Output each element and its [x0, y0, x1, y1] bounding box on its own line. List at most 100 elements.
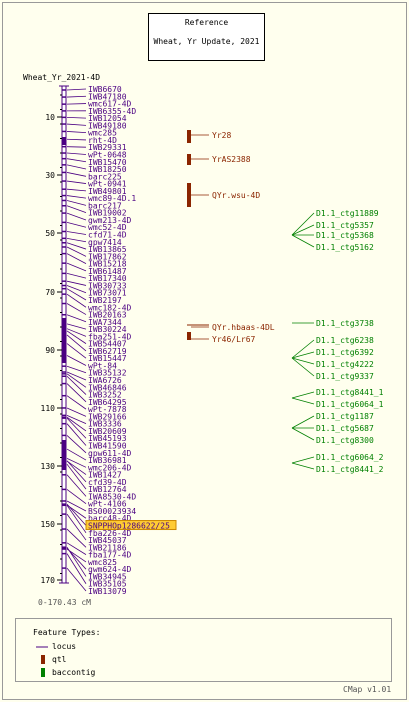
locus-label[interactable]: wPt-7878: [88, 405, 127, 414]
locus-label[interactable]: IWB17340: [88, 274, 127, 283]
qtl-bar[interactable]: [187, 332, 191, 340]
locus-label[interactable]: barc225: [88, 172, 122, 181]
locus-label[interactable]: barc217: [88, 201, 122, 210]
locus-label[interactable]: IWB61487: [88, 267, 127, 276]
locus-label[interactable]: IWB45037: [88, 536, 127, 545]
locus-label[interactable]: IWB3252: [88, 391, 122, 400]
locus-label[interactable]: IWB15470: [88, 158, 127, 167]
locus-label[interactable]: IWA6726: [88, 376, 122, 385]
baccontig-label[interactable]: D1.1_ctg6238: [316, 336, 374, 345]
locus-label[interactable]: IWB6670: [88, 85, 122, 94]
locus-label[interactable]: IWB12764: [88, 485, 127, 494]
locus-label[interactable]: IWB46846: [88, 383, 127, 392]
locus-label[interactable]: SNPPHOp1286622/25: [88, 522, 170, 531]
locus-label[interactable]: wmc825: [88, 558, 117, 567]
locus-label[interactable]: IWB21186: [88, 543, 127, 552]
locus-label[interactable]: IWB36981: [88, 456, 127, 465]
baccontig-label[interactable]: D1.1_ctg1187: [316, 412, 374, 421]
baccontig-label[interactable]: D1.1_ctg11889: [316, 209, 379, 218]
baccontig-label[interactable]: D1.1_ctg5687: [316, 424, 374, 433]
locus-label[interactable]: wmc182-4D: [88, 303, 132, 312]
locus-label[interactable]: barc48-4D: [88, 514, 132, 523]
locus-label[interactable]: IWB2197: [88, 296, 122, 305]
baccontig-label[interactable]: D1.1_ctg5368: [316, 231, 374, 240]
locus-label[interactable]: fba251-4D: [88, 332, 132, 341]
locus-label[interactable]: IWA7344: [88, 318, 122, 327]
locus-label[interactable]: gpw7414: [88, 238, 122, 247]
baccontig-label[interactable]: D1.1_ctg6392: [316, 348, 374, 357]
locus-label[interactable]: IWB12054: [88, 114, 127, 123]
locus-label[interactable]: gwm624-4D: [88, 565, 132, 574]
locus-label[interactable]: IWB18250: [88, 165, 127, 174]
locus-label[interactable]: IWB47180: [88, 92, 127, 101]
locus-label[interactable]: IWB62719: [88, 347, 127, 356]
highlight-marker-box[interactable]: [85, 520, 177, 531]
locus-label[interactable]: fba226-4D: [88, 529, 132, 538]
reference-map-set[interactable]: Wheat, Yr Update, 2021: [153, 37, 260, 46]
reference-box[interactable]: Reference Wheat, Yr Update, 2021: [148, 13, 265, 61]
baccontig-label[interactable]: D1.1_ctg8300: [316, 436, 374, 445]
locus-label[interactable]: IWB35132: [88, 369, 127, 378]
locus-label[interactable]: fba177-4D: [88, 551, 132, 560]
locus-label[interactable]: IWB20609: [88, 427, 127, 436]
locus-label[interactable]: IWB17862: [88, 252, 127, 261]
locus-label[interactable]: wPt-0648: [88, 150, 127, 159]
locus-label[interactable]: gwm213-4D: [88, 216, 132, 225]
locus-label[interactable]: IWB29166: [88, 412, 127, 421]
locus-label[interactable]: IWB64295: [88, 398, 127, 407]
locus-label[interactable]: IWB13865: [88, 245, 127, 254]
baccontig-label[interactable]: D1.1_ctg3738: [316, 319, 374, 328]
locus-label[interactable]: wPt-0941: [88, 180, 127, 189]
locus-label[interactable]: cfd39-4D: [88, 478, 127, 487]
locus-label[interactable]: IWB15218: [88, 260, 127, 269]
locus-label[interactable]: IWB73071: [88, 289, 127, 298]
baccontig-label[interactable]: D1.1_ctg6064_2: [316, 453, 384, 462]
locus-label[interactable]: IWB49180: [88, 121, 127, 130]
locus-label[interactable]: IWB15447: [88, 354, 127, 363]
locus-label[interactable]: IWB41590: [88, 441, 127, 450]
locus-label[interactable]: wPt-84: [88, 361, 117, 370]
locus-label[interactable]: rht-4D: [88, 136, 117, 145]
baccontig-label[interactable]: D1.1_ctg4222: [316, 360, 374, 369]
locus-label[interactable]: IWB6355-4D: [88, 107, 136, 116]
locus-label[interactable]: IWB35105: [88, 580, 127, 589]
locus-label[interactable]: IWB54407: [88, 340, 127, 349]
qtl-label[interactable]: QYr.hbaas-4DL: [212, 323, 275, 332]
baccontig-label[interactable]: D1.1_ctg6064_1: [316, 400, 384, 409]
locus-label[interactable]: wmc89-4D.1: [88, 194, 136, 203]
locus-label[interactable]: BS00023934: [88, 507, 136, 516]
locus-label[interactable]: wmc617-4D: [88, 100, 132, 109]
qtl-bar[interactable]: [187, 130, 191, 143]
qtl-bar[interactable]: [187, 183, 191, 207]
locus-label[interactable]: gpw611-4D: [88, 449, 132, 458]
qtl-label[interactable]: YrAS2388: [212, 155, 251, 164]
locus-label[interactable]: wPt-4106: [88, 500, 127, 509]
locus-label[interactable]: wmc285: [88, 129, 117, 138]
locus-label[interactable]: wmc52-4D: [88, 223, 127, 232]
locus-label[interactable]: IWB20163: [88, 311, 127, 320]
locus-label[interactable]: cfd71-4D: [88, 231, 127, 240]
locus-label[interactable]: IWB30733: [88, 281, 127, 290]
map-title[interactable]: Wheat_Yr_2021-4D: [23, 73, 101, 82]
locus-label[interactable]: IWB49801: [88, 187, 127, 196]
qtl-label[interactable]: QYr.wsu-4D: [212, 191, 260, 200]
locus-label[interactable]: IWB3336: [88, 420, 122, 429]
locus-label[interactable]: IWB29331: [88, 143, 127, 152]
baccontig-label[interactable]: D1.1_ctg5162: [316, 243, 374, 252]
qtl-label[interactable]: Yr46/Lr67: [212, 335, 256, 344]
locus-label[interactable]: IWB19002: [88, 209, 127, 218]
baccontig-label[interactable]: D1.1_ctg9337: [316, 372, 374, 381]
locus-label[interactable]: IWB1427: [88, 471, 122, 480]
locus-label[interactable]: IWA8530-4D: [88, 492, 136, 501]
locus-label[interactable]: IWB30224: [88, 325, 127, 334]
locus-label[interactable]: IWB13079: [88, 587, 127, 596]
locus-label[interactable]: wmc206-4D: [88, 463, 132, 472]
qtl-bar[interactable]: [187, 154, 191, 165]
locus-label[interactable]: IWB34945: [88, 572, 127, 581]
baccontig-label[interactable]: D1.1_ctg8441_2: [316, 465, 384, 474]
baccontig-label[interactable]: D1.1_ctg5357: [316, 221, 374, 230]
locus-label[interactable]: IWB45193: [88, 434, 127, 443]
qtl-bar-icon: [41, 655, 45, 664]
baccontig-label[interactable]: D1.1_ctg8441_1: [316, 388, 384, 397]
qtl-label[interactable]: Yr28: [212, 131, 231, 140]
